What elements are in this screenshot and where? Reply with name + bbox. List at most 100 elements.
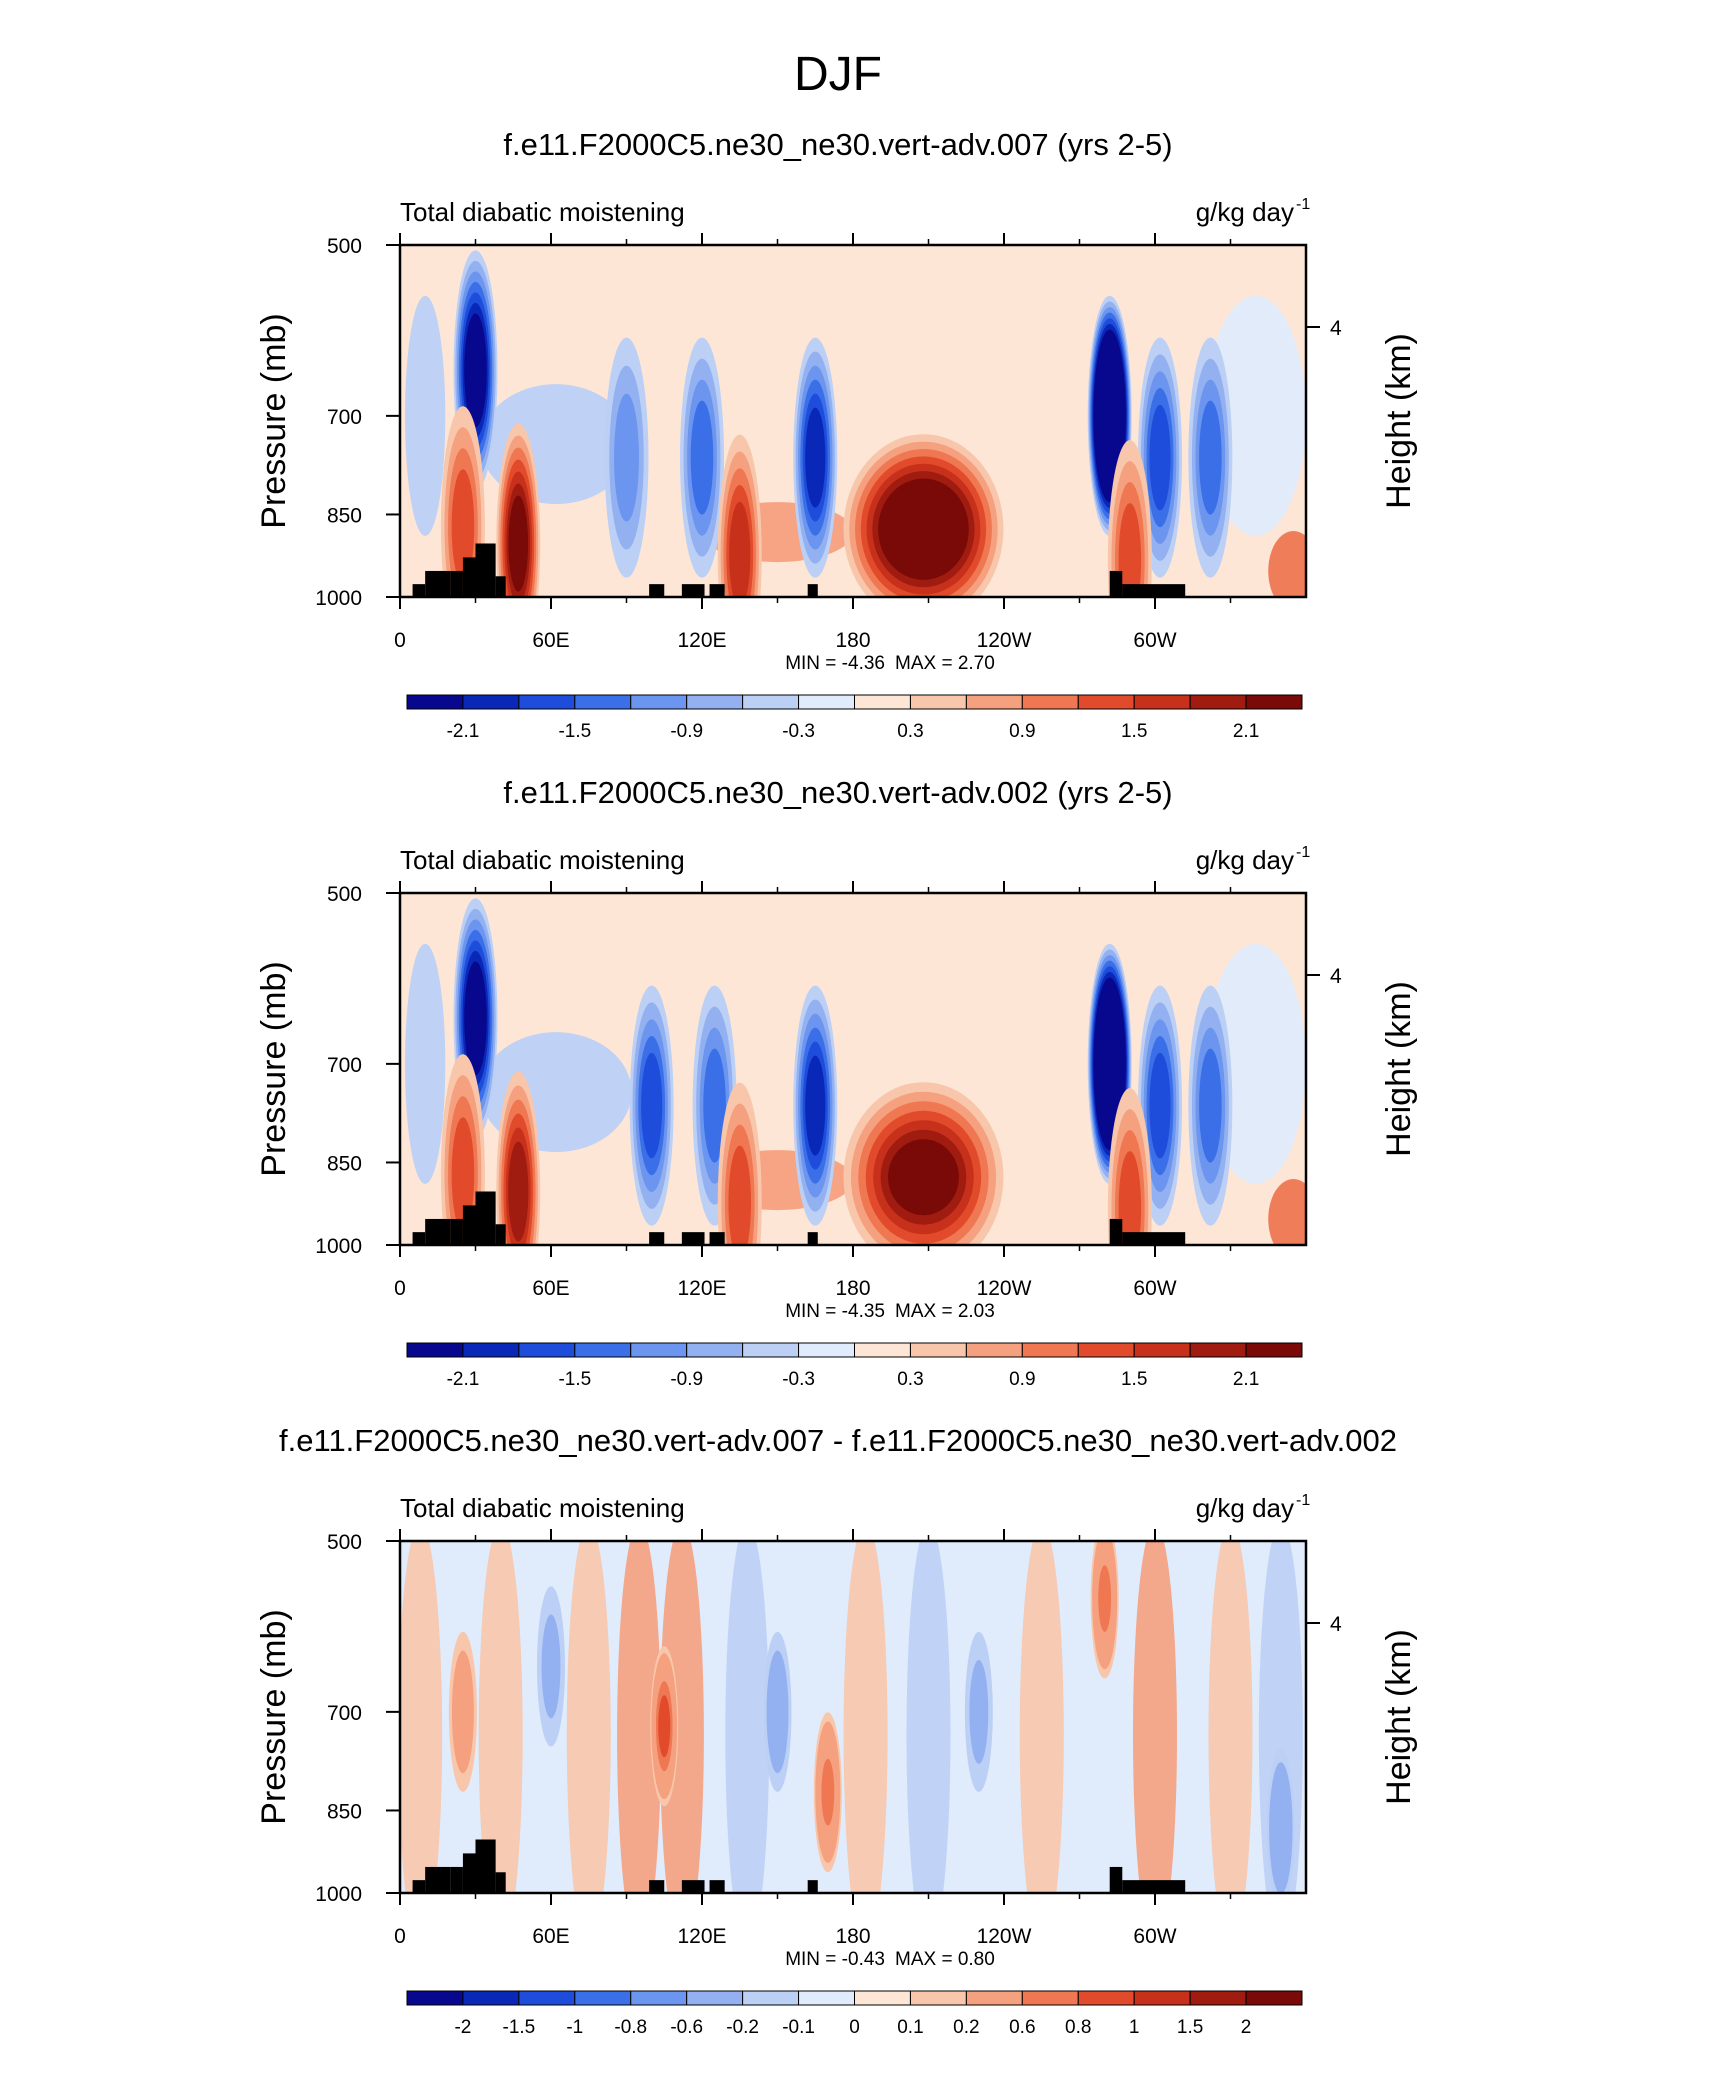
terrain-block xyxy=(462,1853,476,1893)
terrain-block xyxy=(1122,584,1186,597)
contour-max-band xyxy=(658,1695,671,1758)
terrain-block xyxy=(412,1232,426,1245)
colorbar-swatch xyxy=(854,1990,911,2006)
colorbar-label: 0.1 xyxy=(897,2017,923,2038)
colorbar-label: -0.3 xyxy=(782,721,815,742)
colorbar-label: 2.1 xyxy=(1233,721,1259,742)
contour-max-band xyxy=(821,1758,835,1826)
colorbar-swatch xyxy=(854,1342,911,1358)
x-tick-label: 60E xyxy=(532,1277,569,1300)
field-feature xyxy=(405,295,446,536)
panel-1: f.e11.F2000C5.ne30_ne30.vert-adv.007 (yr… xyxy=(255,127,1418,742)
colorbar-label: 0.2 xyxy=(953,2017,979,2038)
contour-min-band xyxy=(805,407,826,508)
colorbar-swatch xyxy=(742,694,800,710)
y-tick-label: 850 xyxy=(327,1152,362,1175)
terrain-block xyxy=(681,1232,705,1245)
field-feature xyxy=(725,1541,770,1893)
colorbar-swatch xyxy=(909,694,967,710)
colorbar-swatch xyxy=(630,1990,688,2006)
field-feature xyxy=(478,1541,523,1893)
y-tick-label: 700 xyxy=(327,406,362,429)
colorbar-label: 0.6 xyxy=(1009,2017,1035,2038)
colorbar-swatch xyxy=(854,694,911,710)
field-feature xyxy=(1208,1541,1253,1893)
y-tick-label: 500 xyxy=(327,1531,362,1554)
colorbar-swatch xyxy=(1133,1342,1191,1358)
colorbar-swatch xyxy=(462,1990,520,2006)
y-tick-label: 1000 xyxy=(315,1235,362,1258)
panel-3: f.e11.F2000C5.ne30_ne30.vert-adv.007 - f… xyxy=(255,1423,1418,2038)
contour-min-band xyxy=(969,1659,989,1764)
y-axis-label: Pressure (mb) xyxy=(255,1609,293,1824)
colorbar-swatch xyxy=(630,694,688,710)
colorbar-label: -0.2 xyxy=(726,2017,759,2038)
colorbar-label: -1.5 xyxy=(558,721,591,742)
contour-min-band xyxy=(541,1614,561,1719)
terrain-block xyxy=(1122,1232,1186,1245)
panel-units-exponent: -1 xyxy=(1296,844,1310,861)
terrain-block xyxy=(412,1880,426,1893)
colorbar-label: 2.1 xyxy=(1233,1369,1259,1390)
contour-min-band xyxy=(1199,1048,1222,1163)
colorbar-label: 0.9 xyxy=(1009,1369,1035,1390)
y-tick-label: 1000 xyxy=(315,587,362,610)
x-tick-label: 180 xyxy=(835,1925,870,1948)
colorbar-swatch xyxy=(909,1990,967,2006)
panel-subtitle-left: Total diabatic moistening xyxy=(400,1493,685,1523)
y-tick-label: 1000 xyxy=(315,1883,362,1906)
colorbar-swatch xyxy=(1245,1990,1303,2006)
contour-min-band xyxy=(1149,404,1171,511)
colorbar-label: -0.9 xyxy=(670,1369,703,1390)
y-tick-label: 850 xyxy=(327,504,362,527)
colorbar-swatch xyxy=(1245,1342,1303,1358)
terrain-block xyxy=(709,1880,725,1893)
colorbar-swatch xyxy=(406,1342,464,1358)
contour-max-band xyxy=(889,493,958,566)
contour-min-band xyxy=(1199,400,1222,515)
y-tick-label: 500 xyxy=(327,883,362,906)
terrain-block xyxy=(649,1232,665,1245)
colorbar-swatch xyxy=(1077,694,1135,710)
colorbar-swatch xyxy=(1021,1342,1079,1358)
colorbar-swatch xyxy=(1189,1342,1247,1358)
colorbar-label: -0.6 xyxy=(670,2017,703,2038)
terrain-block xyxy=(450,570,463,597)
x-tick-label: 120E xyxy=(677,1277,726,1300)
colorbar-label: 1.5 xyxy=(1121,1369,1147,1390)
min-label: MIN = -4.35 xyxy=(785,1301,885,1322)
contour-max-band xyxy=(729,501,751,597)
x-tick-label: 120W xyxy=(977,1277,1032,1300)
min-label: MIN = -0.43 xyxy=(785,1949,885,1970)
field-feature xyxy=(843,1541,888,1893)
contour-min-band xyxy=(690,400,714,515)
terrain-block xyxy=(649,1880,665,1893)
contour-min-band xyxy=(641,1052,663,1159)
panel-subtitle-left: Total diabatic moistening xyxy=(400,845,685,875)
colorbar-label: -2.1 xyxy=(447,1369,480,1390)
field-feature xyxy=(617,1541,662,1893)
field-feature xyxy=(906,1541,951,1893)
colorbar-label: -1.5 xyxy=(558,1369,591,1390)
x-tick-label: 180 xyxy=(835,629,870,652)
terrain-block xyxy=(495,576,506,597)
terrain-block xyxy=(807,1880,818,1893)
colorbar-swatch xyxy=(1245,694,1303,710)
colorbar-swatch xyxy=(518,694,576,710)
terrain-block xyxy=(495,1224,506,1245)
colorbar-swatch xyxy=(742,1990,800,2006)
panel-units-exponent: -1 xyxy=(1296,1492,1310,1509)
contour-max-band xyxy=(508,1141,529,1242)
colorbar-label: 0 xyxy=(849,2017,860,2038)
colorbar-swatch xyxy=(1021,1990,1079,2006)
contour-max-band xyxy=(454,1669,471,1755)
field-feature xyxy=(1268,1178,1306,1245)
contour-min-band xyxy=(466,323,485,417)
contour-max-band xyxy=(1098,1565,1112,1632)
terrain-block xyxy=(462,557,476,597)
terrain-block xyxy=(412,584,426,597)
panel-units: g/kg day xyxy=(1196,197,1294,227)
contour-max-band xyxy=(508,495,529,592)
colorbar-swatch xyxy=(742,1342,800,1358)
